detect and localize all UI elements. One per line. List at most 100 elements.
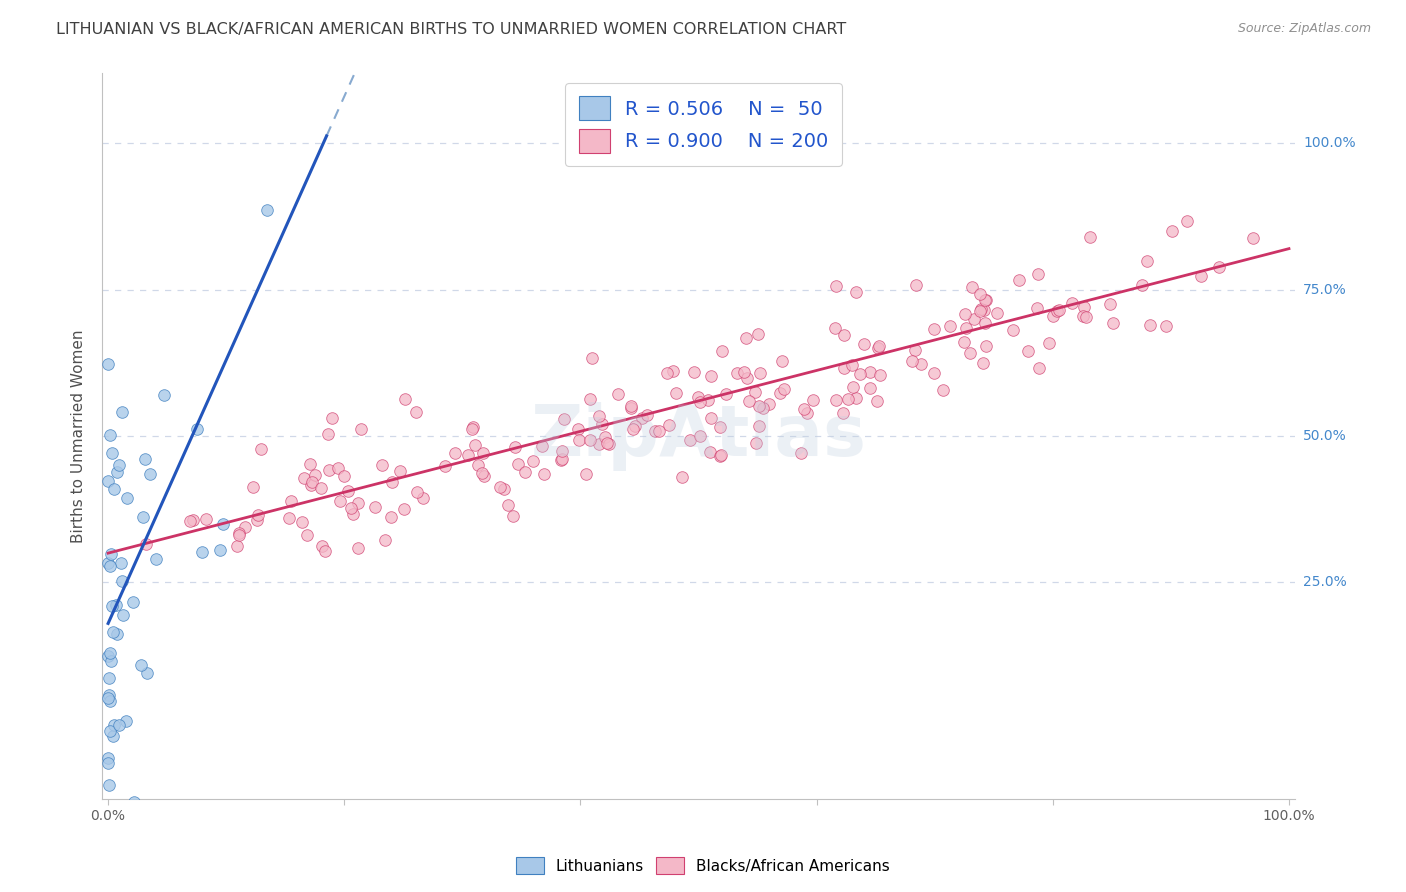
Point: [699, 410, 721, 425]
Point: [648, 424, 671, 438]
Point: [101, 599, 124, 613]
Point: [97, 556, 120, 570]
Point: [959, 345, 981, 359]
Point: [1160, 224, 1182, 238]
Point: [986, 306, 1008, 320]
Point: [714, 387, 737, 401]
Point: [503, 440, 526, 454]
Point: [309, 481, 332, 495]
Point: [228, 528, 250, 542]
Point: [508, 457, 530, 471]
Point: [186, 421, 208, 435]
Point: [623, 419, 645, 434]
Legend: R = 0.506    N =  50, R = 0.900    N = 200: R = 0.506 N = 50, R = 0.900 N = 200: [565, 83, 842, 166]
Point: [1154, 319, 1177, 334]
Point: [97, 649, 120, 664]
Legend: Lithuanians, Blacks/African Americans: Lithuanians, Blacks/African Americans: [510, 851, 896, 880]
Point: [318, 427, 340, 442]
Point: [665, 385, 688, 400]
Point: [644, 424, 666, 438]
Point: [932, 383, 955, 397]
Point: [135, 536, 157, 550]
Point: [314, 544, 336, 558]
Point: [658, 417, 681, 432]
Point: [859, 365, 882, 379]
Point: [924, 322, 946, 336]
Point: [299, 478, 322, 492]
Point: [751, 401, 773, 415]
Point: [246, 513, 269, 527]
Point: [496, 498, 519, 512]
Point: [101, 832, 124, 847]
Point: [226, 539, 249, 553]
Point: [1026, 268, 1049, 282]
Point: [832, 360, 855, 375]
Point: [461, 419, 484, 434]
Point: [579, 433, 602, 447]
Point: [904, 343, 927, 358]
Point: [550, 453, 572, 467]
Point: [842, 380, 865, 394]
Point: [433, 459, 456, 474]
Point: [380, 509, 402, 524]
Point: [825, 279, 848, 293]
Point: [972, 356, 994, 370]
Point: [194, 512, 217, 526]
Point: [374, 533, 396, 548]
Point: [575, 467, 598, 481]
Point: [336, 483, 359, 498]
Point: [868, 341, 890, 355]
Point: [115, 714, 138, 728]
Point: [581, 351, 603, 365]
Point: [304, 467, 326, 482]
Point: [832, 406, 855, 420]
Point: [869, 368, 891, 382]
Point: [298, 458, 321, 472]
Point: [136, 666, 159, 681]
Point: [689, 429, 711, 443]
Point: [1028, 361, 1050, 376]
Point: [657, 366, 679, 380]
Point: [868, 339, 890, 353]
Point: [471, 466, 494, 480]
Point: [100, 547, 122, 561]
Point: [291, 515, 314, 529]
Point: [153, 387, 176, 401]
Point: [502, 508, 524, 523]
Point: [111, 405, 134, 419]
Point: [340, 501, 363, 516]
Point: [1046, 303, 1069, 318]
Point: [974, 293, 997, 307]
Point: [578, 392, 600, 406]
Text: 100.0%: 100.0%: [1303, 136, 1355, 150]
Point: [689, 395, 711, 409]
Point: [1080, 230, 1102, 244]
Point: [100, 694, 122, 708]
Point: [598, 437, 620, 451]
Point: [748, 419, 770, 434]
Point: [112, 607, 135, 622]
Text: 50.0%: 50.0%: [1303, 429, 1347, 443]
Point: [1017, 343, 1039, 358]
Point: [619, 399, 641, 413]
Point: [745, 435, 768, 450]
Point: [790, 446, 813, 460]
Point: [1136, 253, 1159, 268]
Point: [841, 358, 863, 372]
Point: [347, 541, 370, 555]
Point: [489, 480, 512, 494]
Point: [744, 385, 766, 400]
Point: [342, 507, 364, 521]
Point: [699, 445, 721, 459]
Point: [134, 452, 156, 467]
Point: [533, 467, 555, 482]
Point: [311, 539, 333, 553]
Point: [769, 385, 792, 400]
Point: [845, 392, 868, 406]
Point: [1042, 309, 1064, 323]
Point: [111, 574, 134, 588]
Point: [277, 510, 299, 524]
Point: [952, 335, 974, 350]
Point: [513, 465, 536, 479]
Point: [734, 365, 756, 379]
